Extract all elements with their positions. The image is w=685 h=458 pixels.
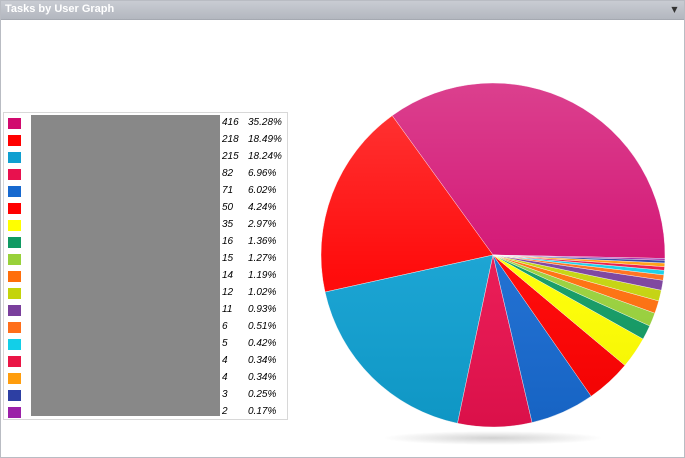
legend-item: 15 1.27% (4, 252, 287, 269)
legend-item: 416 35.28% (4, 116, 287, 133)
legend-count: 2 (222, 406, 228, 417)
legend-swatch (8, 254, 21, 265)
legend-count: 11 (222, 304, 233, 315)
legend-swatch (8, 186, 21, 197)
legend-swatch (8, 305, 21, 316)
legend-percent: 0.42% (248, 338, 277, 349)
legend-percent: 1.02% (248, 287, 277, 298)
legend-percent: 1.19% (248, 270, 277, 281)
legend-count: 15 (222, 253, 234, 264)
legend-swatch (8, 407, 21, 418)
legend-count: 4 (222, 372, 228, 383)
legend-count: 3 (222, 389, 228, 400)
pie-shadow (383, 431, 603, 445)
legend-swatch (8, 288, 21, 299)
legend-percent: 18.49% (248, 134, 282, 145)
legend-percent: 35.28% (248, 117, 282, 128)
legend-swatch (8, 118, 21, 129)
legend-item: 4 0.34% (4, 354, 287, 371)
legend-count: 218 (222, 134, 239, 145)
legend-item: 218 18.49% (4, 133, 287, 150)
legend-swatch (8, 203, 21, 214)
legend-count: 6 (222, 321, 228, 332)
legend-item: 215 18.24% (4, 150, 287, 167)
legend-swatch (8, 322, 21, 333)
legend-count: 14 (222, 270, 234, 281)
legend-swatch (8, 135, 21, 146)
legend-percent: 4.24% (248, 202, 277, 213)
legend-item: 6 0.51% (4, 320, 287, 337)
legend-item: 82 6.96% (4, 167, 287, 184)
legend-item: 50 4.24% (4, 201, 287, 218)
legend-count: 50 (222, 202, 234, 213)
legend-percent: 0.51% (248, 321, 277, 332)
legend-count: 16 (222, 236, 234, 247)
legend-count: 416 (222, 117, 239, 128)
pie-slices (320, 82, 666, 428)
legend-percent: 1.36% (248, 236, 277, 247)
legend-swatch (8, 356, 21, 367)
legend-swatch (8, 271, 21, 282)
legend-swatch (8, 220, 21, 231)
legend-swatch (8, 237, 21, 248)
legend-percent: 0.34% (248, 355, 277, 366)
legend-item: 3 0.25% (4, 388, 287, 405)
legend-percent: 2.97% (248, 219, 277, 230)
legend-percent: 0.17% (248, 406, 277, 417)
legend-swatch (8, 339, 21, 350)
legend-rows: 416 35.28% 218 18.49% 215 18.24% 82 6.96% 71 6.02… (4, 116, 287, 422)
legend-count: 215 (222, 151, 239, 162)
chevron-down-icon[interactable]: ▼ (671, 5, 678, 14)
legend-swatch (8, 373, 21, 384)
legend-percent: 1.27% (248, 253, 277, 264)
redacted-user-names (31, 115, 220, 416)
legend-percent: 0.25% (248, 389, 277, 400)
legend-percent: 6.02% (248, 185, 277, 196)
legend-swatch (8, 152, 21, 163)
legend-item: 11 0.93% (4, 303, 287, 320)
legend-swatch (8, 390, 21, 401)
legend-percent: 0.93% (248, 304, 277, 315)
panel-titlebar: Tasks by User Graph ▼ (1, 1, 684, 20)
legend-item: 14 1.19% (4, 269, 287, 286)
legend-item: 35 2.97% (4, 218, 287, 235)
legend-count: 5 (222, 338, 228, 349)
chart-legend: 416 35.28% 218 18.49% 215 18.24% 82 6.96% 71 6.02… (3, 112, 288, 420)
panel-title: Tasks by User Graph (5, 3, 115, 15)
legend-item: 5 0.42% (4, 337, 287, 354)
legend-percent: 6.96% (248, 168, 277, 179)
legend-item: 4 0.34% (4, 371, 287, 388)
legend-item: 71 6.02% (4, 184, 287, 201)
legend-percent: 18.24% (248, 151, 282, 162)
legend-count: 35 (222, 219, 234, 230)
legend-count: 12 (222, 287, 234, 298)
pie-chart (320, 82, 666, 445)
legend-item: 16 1.36% (4, 235, 287, 252)
legend-count: 82 (222, 168, 234, 179)
legend-percent: 0.34% (248, 372, 277, 383)
legend-item: 12 1.02% (4, 286, 287, 303)
legend-count: 71 (222, 185, 234, 196)
legend-swatch (8, 169, 21, 180)
legend-count: 4 (222, 355, 228, 366)
legend-item: 2 0.17% (4, 405, 287, 422)
